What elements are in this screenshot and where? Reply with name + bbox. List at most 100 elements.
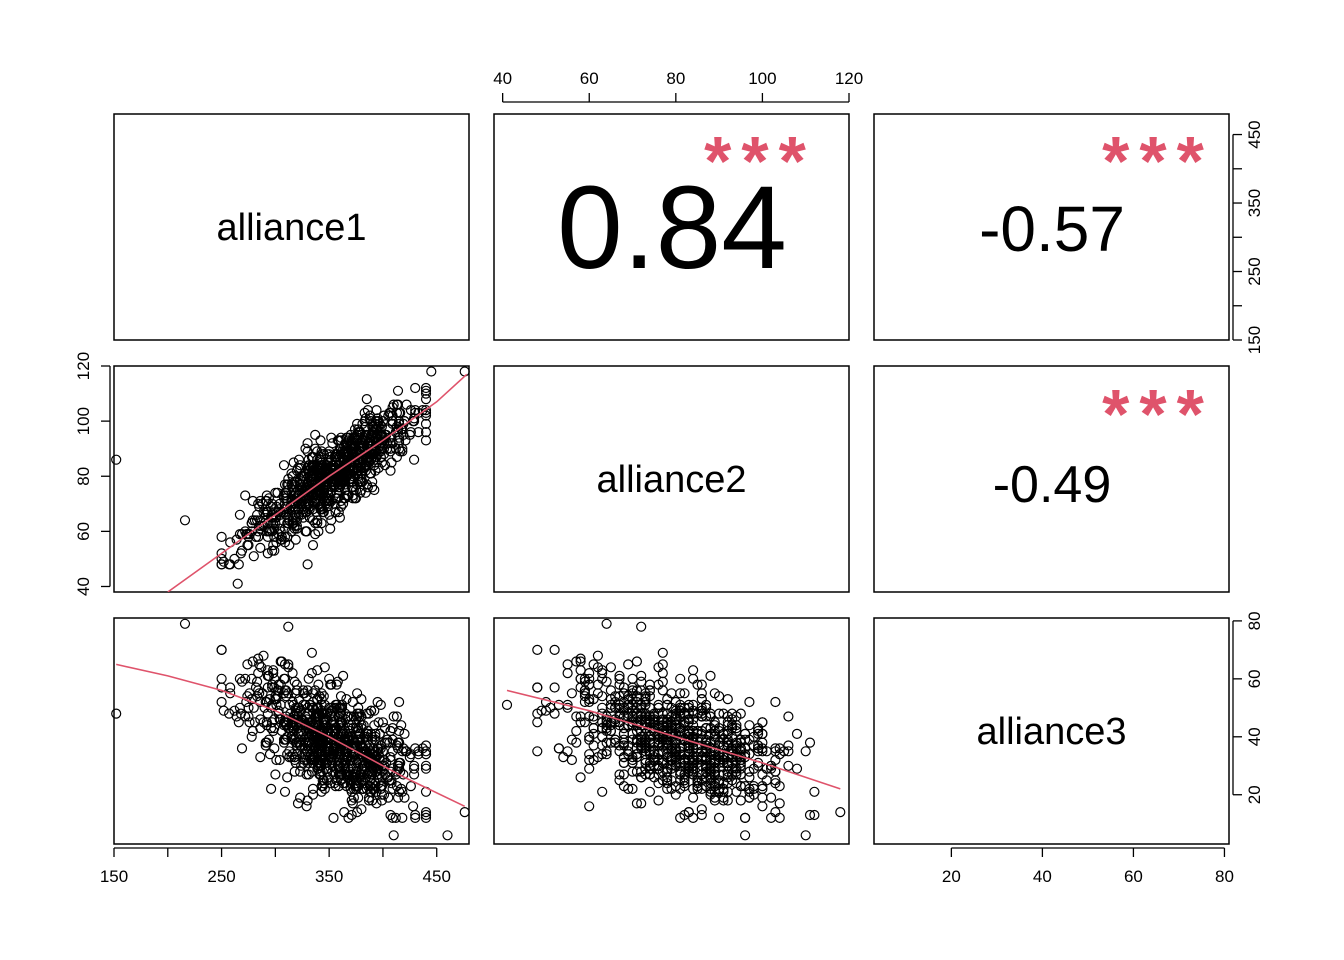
data-point xyxy=(713,708,725,719)
data-point xyxy=(739,812,751,824)
data-point xyxy=(566,688,578,699)
data-point xyxy=(270,487,281,498)
data-point xyxy=(275,699,286,711)
data-point xyxy=(501,699,513,711)
data-point xyxy=(366,728,377,740)
data-point xyxy=(623,720,634,731)
data-point xyxy=(636,670,647,682)
data-point xyxy=(225,688,236,699)
bottom-axis-alliance3-tick-label: 80 xyxy=(1215,867,1234,886)
data-point xyxy=(649,708,660,719)
data-point xyxy=(804,809,816,821)
data-point xyxy=(584,763,595,774)
data-point xyxy=(295,460,306,471)
data-point xyxy=(579,676,591,687)
data-point xyxy=(314,495,325,507)
data-point xyxy=(385,751,396,763)
right-axis-alliance3-tick-label: 20 xyxy=(1245,785,1264,804)
data-point xyxy=(269,545,280,556)
smooth-line-alliance3_vs_alliance1 xyxy=(116,663,466,808)
data-point xyxy=(293,454,305,465)
data-point xyxy=(409,763,420,774)
data-point xyxy=(770,696,781,708)
data-point xyxy=(288,725,299,737)
data-point xyxy=(327,760,338,771)
data-point xyxy=(255,495,266,507)
data-point xyxy=(735,763,746,774)
data-point xyxy=(644,769,656,780)
data-point xyxy=(287,696,298,708)
data-point xyxy=(636,676,647,687)
data-point xyxy=(392,743,404,754)
data-point xyxy=(340,763,351,774)
data-point xyxy=(597,786,608,797)
data-point xyxy=(283,659,294,670)
data-point xyxy=(270,693,281,705)
data-point xyxy=(752,728,764,740)
data-point xyxy=(369,783,380,795)
data-point xyxy=(352,806,363,818)
data-point xyxy=(459,806,470,818)
data-point xyxy=(367,482,378,493)
data-point xyxy=(709,720,720,731)
data-point xyxy=(303,769,314,780)
data-point xyxy=(325,523,336,534)
data-point xyxy=(391,780,402,792)
data-point xyxy=(229,553,240,565)
data-point xyxy=(783,746,794,757)
data-point xyxy=(275,534,286,545)
data-point xyxy=(216,673,227,684)
data-point xyxy=(636,798,647,809)
data-point xyxy=(246,673,257,684)
data-point xyxy=(216,696,227,708)
data-point xyxy=(553,743,565,754)
data-point xyxy=(809,786,820,797)
left-axis-alliance2-tick-label: 120 xyxy=(74,352,93,380)
data-point xyxy=(375,783,386,795)
data-point xyxy=(357,743,368,754)
data-point xyxy=(584,801,595,812)
data-point xyxy=(234,702,245,713)
data-point xyxy=(409,760,420,771)
data-point xyxy=(274,754,285,766)
data-point xyxy=(364,775,376,786)
data-point xyxy=(420,435,432,446)
data-point xyxy=(347,493,358,504)
data-point xyxy=(571,656,582,667)
data-point xyxy=(229,705,240,716)
data-point xyxy=(283,621,294,632)
data-point xyxy=(653,679,664,690)
data-point xyxy=(244,717,255,728)
data-point xyxy=(420,382,432,394)
data-point xyxy=(240,490,251,501)
data-point xyxy=(375,451,386,463)
data-point xyxy=(636,772,647,783)
data-point xyxy=(657,766,668,777)
data-point xyxy=(748,763,759,774)
data-point xyxy=(726,749,738,760)
data-point xyxy=(335,449,347,460)
panel-frame-0-1 xyxy=(493,113,850,341)
data-point xyxy=(313,484,324,496)
left-axis-alliance2-tick-label: 80 xyxy=(74,467,93,486)
data-point xyxy=(266,783,277,795)
data-point xyxy=(597,702,608,713)
data-point xyxy=(301,720,312,731)
data-point xyxy=(257,688,268,699)
data-point xyxy=(662,731,673,742)
data-point xyxy=(774,798,785,809)
data-point xyxy=(216,559,227,570)
data-point xyxy=(304,512,315,523)
data-point xyxy=(325,679,336,690)
data-point xyxy=(597,691,608,702)
data-point xyxy=(301,731,312,742)
data-point xyxy=(370,778,381,789)
data-point xyxy=(302,438,313,449)
data-point xyxy=(302,702,313,713)
data-point xyxy=(631,798,643,809)
data-point xyxy=(314,711,325,722)
data-point xyxy=(262,548,273,559)
bottom-axis-alliance3-tick-label: 20 xyxy=(942,867,961,886)
data-point xyxy=(289,766,300,777)
data-point xyxy=(396,720,407,731)
